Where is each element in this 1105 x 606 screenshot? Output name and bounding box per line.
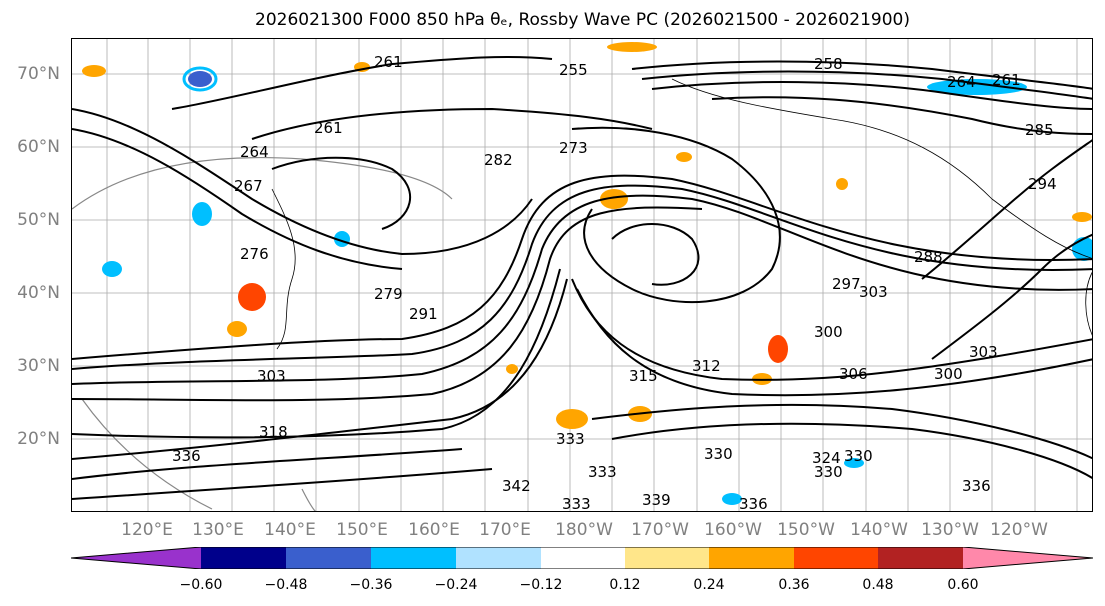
contour-label: 282 xyxy=(484,151,513,169)
lon-label: 120°W xyxy=(990,520,1048,540)
theta-e-contours xyxy=(72,55,1092,500)
lon-label: 130°W xyxy=(921,520,979,540)
colorbar-tick: −0.12 xyxy=(519,577,563,593)
contour-label: 336 xyxy=(739,495,768,512)
contour-label: 258 xyxy=(814,55,843,73)
contour-label: 297 xyxy=(832,275,861,293)
colorbar-swatch-pink xyxy=(963,547,1093,569)
coastlines xyxy=(271,78,1092,350)
contour-label: 291 xyxy=(409,305,438,323)
colorbar-tick: −0.36 xyxy=(349,577,393,593)
contour-label: 315 xyxy=(629,367,658,385)
contour-label: 318 xyxy=(259,423,288,441)
colorbar xyxy=(70,546,1094,570)
colorbar-swatch xyxy=(794,547,878,569)
colorbar-tick: 0.60 xyxy=(947,577,979,593)
lat-label: 20°N xyxy=(17,429,60,449)
contour-label: 303 xyxy=(969,343,998,361)
colorbar-swatch xyxy=(286,547,371,569)
colorbar-tick: −0.60 xyxy=(179,577,223,593)
contour-label: 300 xyxy=(814,323,843,341)
contour-label: 255 xyxy=(559,61,588,79)
contour-label: 312 xyxy=(692,357,721,375)
colorbar-tick: 0.24 xyxy=(693,577,725,593)
colorbar-swatch xyxy=(371,547,456,569)
colorbar-swatch xyxy=(878,547,963,569)
colorbar-swatch xyxy=(456,547,541,569)
lat-label: 30°N xyxy=(17,356,60,376)
contour-label: 330 xyxy=(844,447,873,465)
contour-label: 324 xyxy=(812,449,841,467)
map-canvas: 261 255 258 264 261 285 261 264 267 273 … xyxy=(72,39,1092,512)
colorbar-tick: −0.48 xyxy=(264,577,308,593)
plot-title: 2026021300 F000 850 hPa θₑ, Rossby Wave … xyxy=(255,10,910,30)
lon-label: 140°E xyxy=(264,520,316,540)
contour-label: 264 xyxy=(947,73,976,91)
contour-label: 303 xyxy=(859,283,888,301)
contour-label: 333 xyxy=(588,463,617,481)
lat-label: 40°N xyxy=(17,283,60,303)
contour-label: 288 xyxy=(914,248,943,266)
contour-label: 330 xyxy=(814,463,843,481)
lon-label: 130°E xyxy=(192,520,244,540)
contour-label: 336 xyxy=(172,447,201,465)
lon-label: 180°W xyxy=(555,520,613,540)
colorbar-tick: 0.12 xyxy=(609,577,641,593)
contour-label: 333 xyxy=(562,495,591,512)
lon-label: 170°E xyxy=(479,520,531,540)
contour-label: 339 xyxy=(642,491,671,509)
lon-label: 120°E xyxy=(121,520,173,540)
contour-label: 261 xyxy=(314,119,343,137)
contour-label: 294 xyxy=(1028,175,1057,193)
contour-label: 330 xyxy=(704,445,733,463)
lat-label: 70°N xyxy=(17,64,60,84)
contour-label: 261 xyxy=(374,53,403,71)
contour-label: 333 xyxy=(556,430,585,448)
colorbar-swatch-purple xyxy=(71,547,201,569)
lon-label: 150°W xyxy=(777,520,835,540)
contour-label: 306 xyxy=(839,365,868,383)
colorbar-swatch xyxy=(201,547,286,569)
colorbar-swatch xyxy=(709,547,794,569)
lat-label: 60°N xyxy=(17,137,60,157)
contour-label: 264 xyxy=(240,143,269,161)
contour-label: 303 xyxy=(257,367,286,385)
anomaly-shading xyxy=(82,42,1092,505)
lon-label: 140°W xyxy=(850,520,908,540)
map-panel: 261 255 258 264 261 285 261 264 267 273 … xyxy=(71,38,1093,512)
contour-label: 267 xyxy=(234,177,263,195)
lon-label: 160°W xyxy=(704,520,762,540)
lon-label: 170°W xyxy=(631,520,689,540)
contour-label: 285 xyxy=(1025,121,1054,139)
contour-label: 261 xyxy=(992,71,1021,89)
colorbar-tick: −0.24 xyxy=(434,577,478,593)
contour-label: 300 xyxy=(934,365,963,383)
contour-labels: 261 255 258 264 261 285 261 264 267 273 … xyxy=(172,53,1057,512)
colorbar-canvas xyxy=(70,546,1094,570)
contour-label: 276 xyxy=(240,245,269,263)
colorbar-tick: 0.36 xyxy=(778,577,810,593)
lat-label: 50°N xyxy=(17,210,60,230)
contour-label: 336 xyxy=(962,477,991,495)
contour-label: 279 xyxy=(374,285,403,303)
reference-rings xyxy=(72,156,453,511)
colorbar-swatches xyxy=(71,547,1093,569)
colorbar-swatch xyxy=(541,547,625,569)
lon-label: 150°E xyxy=(336,520,388,540)
colorbar-swatch xyxy=(625,547,709,569)
colorbar-tick: 0.48 xyxy=(862,577,894,593)
contour-label: 342 xyxy=(502,477,531,495)
contour-label: 273 xyxy=(559,139,588,157)
lon-label: 160°E xyxy=(408,520,460,540)
